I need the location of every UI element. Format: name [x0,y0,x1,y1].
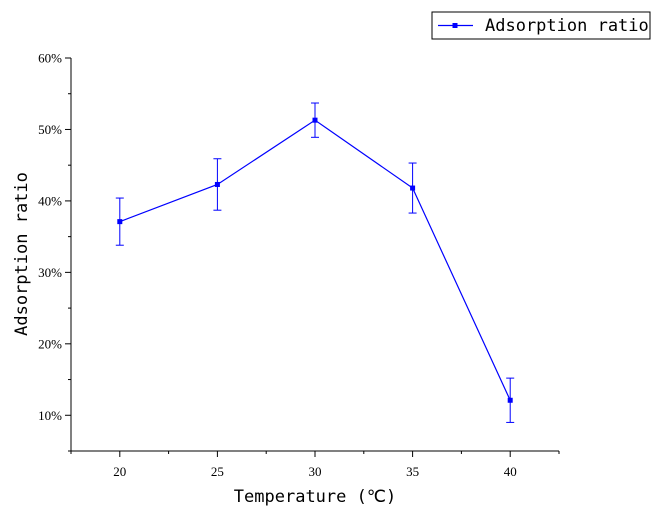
y-axis-title: Adsorption ratio [12,172,32,336]
data-point [312,117,318,123]
data-point [117,219,123,225]
x-ticks: 20 25 30 35 40 [70,451,560,479]
error-bars [115,102,515,423]
y-tick-label: 30% [38,265,62,280]
x-tick-label: 20 [113,464,126,479]
y-tick-label: 10% [38,408,62,423]
series-markers [117,117,513,403]
data-point [410,185,416,191]
x-tick-label: 30 [309,464,322,479]
y-tick-label: 40% [38,193,62,208]
legend-label: Adsorption ratio [485,16,649,36]
y-tick-label: 20% [38,336,62,351]
x-axis-title: Temperature (℃) [234,487,396,507]
y-tick-label: 50% [38,122,62,137]
data-point [214,181,220,187]
x-tick-label: 40 [504,464,517,479]
series-line [119,119,511,401]
data-point [507,397,513,403]
y-tick-label: 60% [38,51,62,66]
x-tick-label: 35 [406,464,419,479]
y-ticks: 10% 20% 30% 40% 50% 60% [38,51,71,452]
x-tick-label: 25 [211,464,224,479]
legend: Adsorption ratio [431,11,651,40]
legend-marker [452,23,458,28]
